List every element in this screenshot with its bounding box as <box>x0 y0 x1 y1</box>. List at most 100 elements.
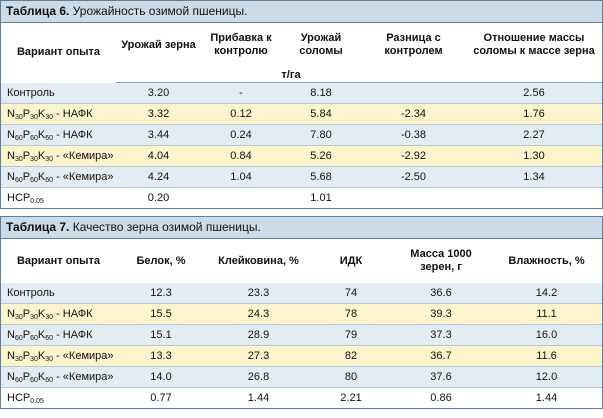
cell: 0.20 <box>116 187 201 208</box>
empty-cell <box>466 187 602 208</box>
cell: 39.3 <box>391 303 491 325</box>
cell: 2.21 <box>311 387 391 408</box>
cell: 36.6 <box>391 283 491 304</box>
label-sub: 60 <box>45 334 54 342</box>
label-sub: 60 <box>45 134 54 142</box>
label-text: - НАФК <box>53 107 93 120</box>
label-sub: 60 <box>14 134 23 142</box>
label-sub: 30 <box>45 155 54 163</box>
cell: -2.50 <box>361 166 466 188</box>
cell: 8.18 <box>281 82 361 104</box>
empty-cell <box>361 82 466 104</box>
header-cell: Вариант опыта <box>1 239 116 283</box>
header-cell: Разница с контролем <box>361 23 466 67</box>
cell: 7.80 <box>281 124 361 146</box>
row-label: N30P30K30 - «Кемира» <box>1 345 116 367</box>
cell: 1.44 <box>491 387 602 408</box>
data-row: N60P60K60 - НАФК 15.1 28.9 79 37.3 16.0 <box>1 324 602 346</box>
label-text: P <box>22 307 31 320</box>
label-sub: 60 <box>14 376 23 384</box>
label-text: N <box>7 107 15 120</box>
label-text: K <box>37 370 46 383</box>
cell: 24.3 <box>206 303 311 325</box>
cell: 0.86 <box>391 387 491 408</box>
title-text: Урожайность озимой пшеницы. <box>72 4 248 18</box>
label-sub: 30 <box>45 113 54 121</box>
label-sub: 30 <box>14 155 23 163</box>
title-bold: Таблица 7. <box>6 220 70 234</box>
header-cell: Клейковина, % <box>206 239 311 283</box>
data-row: Контроль 12.3 23.3 74 36.6 14.2 <box>1 283 602 304</box>
table-6: Таблица 6. Урожайность озимой пшеницы. В… <box>0 0 603 209</box>
unit-cell <box>466 67 602 83</box>
cell: 4.24 <box>116 166 201 188</box>
label-text: P <box>22 349 31 362</box>
cell: 79 <box>311 324 391 346</box>
header-cell: Масса 1000 зерен, г <box>391 239 491 283</box>
label-text: K <box>37 128 46 141</box>
data-row: НСР0.05 0.77 1.44 2.21 0.86 1.44 <box>1 387 602 408</box>
header-cell: Урожай соломы <box>281 23 361 67</box>
header-cell: Белок, % <box>116 239 206 283</box>
cell: 36.7 <box>391 345 491 367</box>
cell: -0.38 <box>361 124 466 146</box>
header-cell: ИДК <box>311 239 391 283</box>
label-text: K <box>37 307 46 320</box>
cell: 0.84 <box>201 145 281 167</box>
label-text: K <box>37 149 46 162</box>
label-sub: 30 <box>30 113 38 121</box>
cell: 0.12 <box>201 103 281 125</box>
label-text: - «Кемира» <box>53 149 114 162</box>
table-7: Таблица 7. Качество зерна озимой пшеницы… <box>0 216 603 409</box>
row-label: НСР0.05 <box>1 387 116 408</box>
cell: 78 <box>311 303 391 325</box>
cell: 3.32 <box>116 103 201 125</box>
data-row: Контроль 3.20-8.18 2.56 <box>1 82 602 104</box>
cell: 23.3 <box>206 283 311 304</box>
empty-cell <box>201 187 281 208</box>
label-text: P <box>22 149 31 162</box>
label-text: P <box>22 107 31 120</box>
cell: 13.3 <box>116 345 206 367</box>
header-cell: Отношение массы соломы к массе зерна <box>466 23 602 67</box>
row-label: N30P30K30 - НАФК <box>1 303 116 325</box>
label-text: N <box>7 349 15 362</box>
label-text: - «Кемира» <box>53 370 114 383</box>
label-text: N <box>7 307 15 320</box>
cell: 0.77 <box>116 387 206 408</box>
cell: 80 <box>311 366 391 388</box>
row-label: N60P60K60 - «Кемира» <box>1 366 116 388</box>
data-row: N30P30K30 - «Кемира» 4.04 0.84 5.26 -2.92 1.3… <box>1 145 602 167</box>
label-sub: 30 <box>30 313 38 321</box>
data-row: N30P30K30 - «Кемира» 13.3 27.3 82 36.7 11.6 <box>1 345 602 367</box>
label-sub: 60 <box>45 176 54 184</box>
label-text: K <box>37 170 46 183</box>
label-sub: 30 <box>14 313 23 321</box>
label-sub: 60 <box>30 176 38 184</box>
row-label: N30P30K30 - «Кемира» <box>1 145 116 167</box>
label-text: НСР <box>7 191 31 204</box>
label-text: Контроль <box>7 86 55 99</box>
unit-cell: т/га <box>116 67 466 83</box>
cell: 12.3 <box>116 283 206 304</box>
cell: 28.9 <box>206 324 311 346</box>
unit-row: т/га <box>1 67 602 83</box>
cell: 14.0 <box>116 366 206 388</box>
title-bold: Таблица 6. <box>6 4 70 18</box>
label-sub: 30 <box>30 155 38 163</box>
cell: 1.34 <box>466 166 602 188</box>
row-label: N60P60K60 - НАФК <box>1 124 116 146</box>
cell: 5.26 <box>281 145 361 167</box>
label-text: - «Кемира» <box>53 349 114 362</box>
cell: 1.44 <box>206 387 311 408</box>
label-sub: 60 <box>30 134 38 142</box>
cell: 15.1 <box>116 324 206 346</box>
cell: 3.20 <box>116 82 201 104</box>
label-text: Контроль <box>7 287 55 299</box>
header-cell: Влажность, % <box>491 239 602 283</box>
cell: 12.0 <box>491 366 602 388</box>
cell: 1.01 <box>281 187 361 208</box>
label-sub: 60 <box>45 376 54 384</box>
row-label: N30P30K30 - НАФК <box>1 103 116 125</box>
